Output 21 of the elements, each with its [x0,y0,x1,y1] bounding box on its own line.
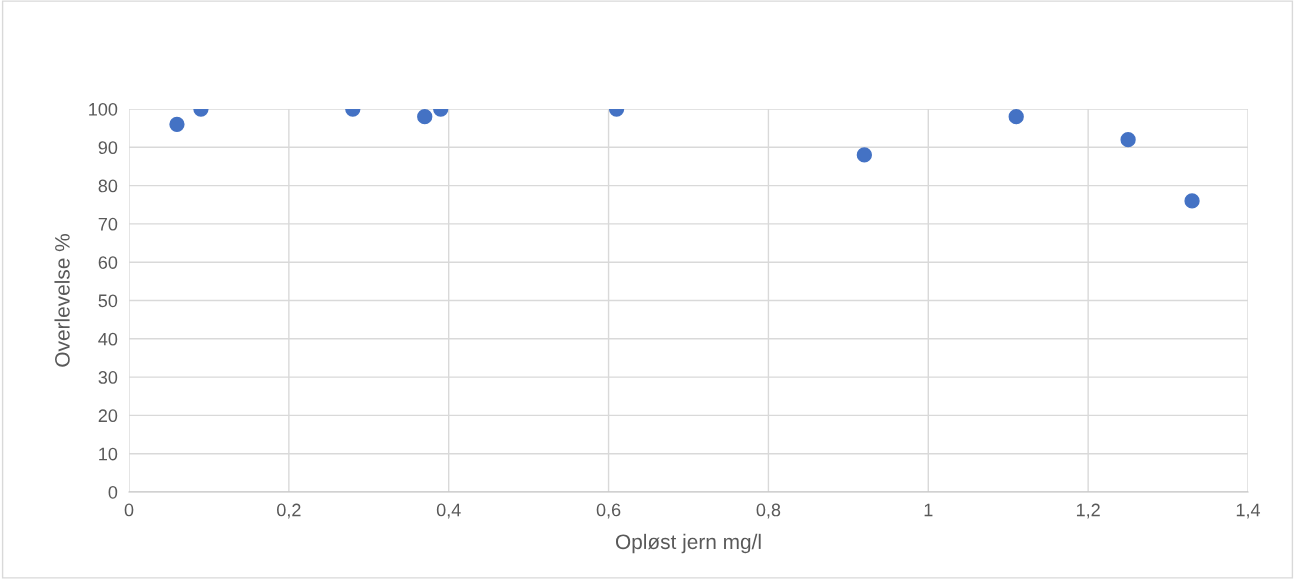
x-tick-label: 0,2 [277,503,301,519]
y-tick-label: 70 [98,217,118,231]
y-tick-label: 100 [89,102,118,116]
x-tick-label: 1 [924,503,933,517]
x-tick-label: 0,4 [436,503,461,519]
x-tick-label: 0 [124,503,134,517]
y-tick-label: 50 [98,294,118,308]
y-tick-label: 20 [98,409,118,423]
y-tick-label: 10 [99,447,118,461]
y-tick-label: 80 [98,179,118,193]
x-tick-label: 1,4 [1236,503,1261,519]
y-tick-label: 0 [108,485,118,499]
y-tick-label: 40 [98,332,118,346]
x-tick-label: 0,6 [596,503,621,519]
x-tick-label: 0,8 [756,503,781,519]
y-tick-label: 30 [98,371,118,384]
x-axis-title: Opløst jern mg/l [615,533,761,554]
y-axis-title: Overlevelse % [54,234,70,367]
y-tick-label: 90 [98,141,118,155]
y-tick-label: 60 [98,256,118,269]
x-tick-label: 1,2 [1076,503,1100,519]
